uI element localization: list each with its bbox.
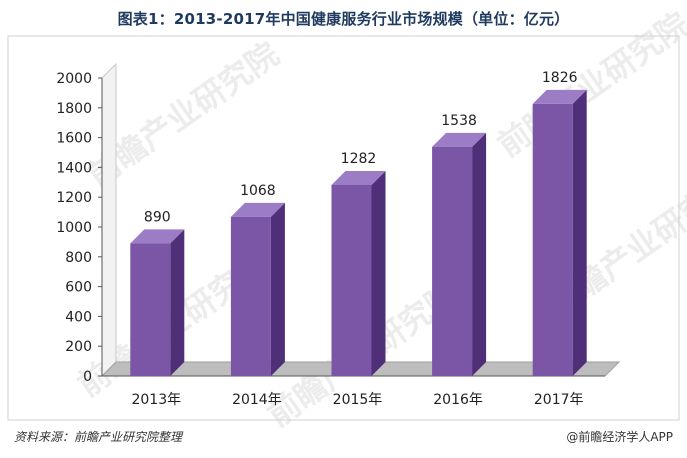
- y-tick-label: 800: [65, 250, 92, 266]
- bar-side: [270, 202, 285, 376]
- y-tick-label: 200: [65, 339, 92, 355]
- credit-note: @前瞻经济学人APP: [566, 430, 673, 444]
- bar-top: [432, 132, 487, 147]
- bar: [130, 243, 171, 376]
- bar-top: [130, 229, 185, 244]
- x-tick-label: 2017年: [534, 392, 584, 408]
- side-wall: [101, 62, 117, 378]
- y-tick-label: 2000: [56, 71, 92, 87]
- x-tick-label: 2016年: [433, 392, 483, 408]
- plot-frame: [7, 35, 680, 421]
- y-tick-label: 600: [65, 280, 92, 296]
- bar: [230, 216, 271, 376]
- source-note: 资料来源：前瞻产业研究院整理: [14, 430, 183, 444]
- data-label: 1282: [341, 151, 377, 167]
- bar-side: [371, 170, 386, 376]
- bar: [432, 146, 473, 376]
- data-label: 1826: [542, 70, 578, 86]
- bar: [532, 103, 573, 377]
- x-tick-label: 2015年: [333, 392, 383, 408]
- y-tick-label: 1000: [56, 220, 92, 236]
- y-tick-label: 1600: [56, 131, 92, 147]
- bar-side: [472, 132, 487, 376]
- data-label: 1538: [441, 113, 477, 129]
- chart-title: 图表1：2013-2017年中国健康服务行业市场规模（单位：亿元）: [117, 10, 570, 28]
- bar: [331, 184, 372, 376]
- bar-side: [572, 89, 587, 377]
- y-tick-label: 1800: [56, 101, 92, 117]
- bar-top: [532, 89, 587, 104]
- bar-top: [331, 170, 386, 185]
- x-tick-label: 2014年: [232, 392, 282, 408]
- y-tick-label: 1200: [56, 190, 92, 206]
- bar-side: [170, 229, 185, 376]
- x-tick-label: 2013年: [131, 392, 181, 408]
- data-label: 1068: [240, 183, 276, 199]
- data-label: 890: [144, 209, 171, 225]
- bar-top: [230, 202, 285, 217]
- y-tick-label: 0: [83, 369, 92, 385]
- y-tick-label: 1400: [56, 160, 92, 176]
- y-tick-label: 400: [65, 309, 92, 325]
